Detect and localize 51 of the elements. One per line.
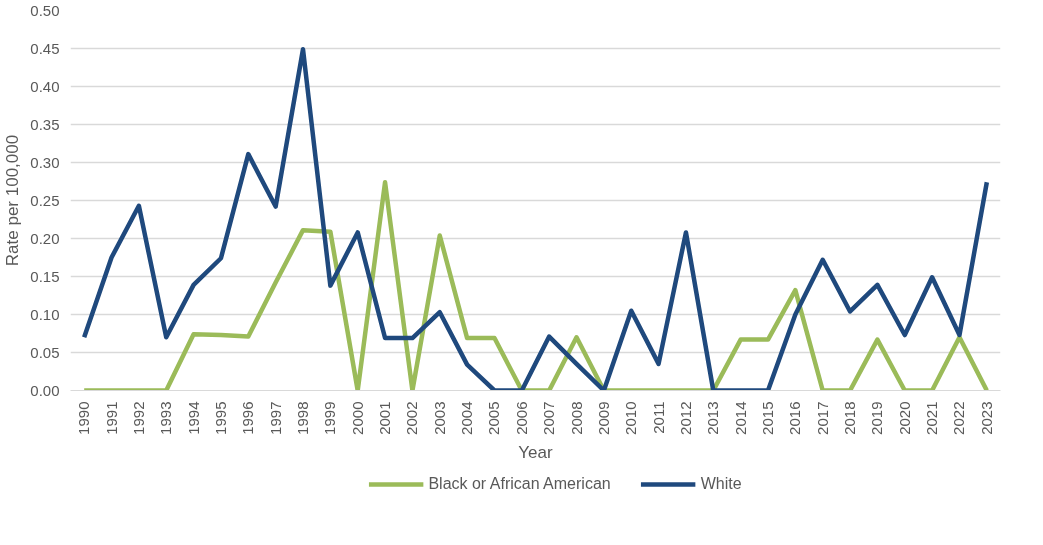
x-tick-label: 1999 bbox=[321, 401, 339, 435]
y-tick-label: 0.30 bbox=[30, 153, 60, 171]
x-tick-label: 2009 bbox=[594, 401, 612, 435]
x-tick-label: 2010 bbox=[622, 401, 640, 435]
x-tick-label: 2015 bbox=[759, 401, 776, 435]
x-tick-label: 2003 bbox=[430, 401, 448, 435]
x-tick-label: 2006 bbox=[512, 401, 530, 435]
x-tick-label: 2012 bbox=[676, 401, 694, 435]
line-series bbox=[81, 47, 990, 391]
y-axis-title: Rate per 100,000 bbox=[3, 134, 23, 267]
x-tick-label: 1995 bbox=[211, 401, 229, 435]
line-series bbox=[81, 180, 990, 391]
x-tick-label: 1998 bbox=[294, 401, 311, 435]
y-tick-label: 0.00 bbox=[30, 381, 60, 399]
y-tick-label: 0.45 bbox=[30, 39, 60, 57]
x-tick-label: 1991 bbox=[102, 401, 120, 435]
x-tick-label: 2001 bbox=[376, 401, 394, 435]
x-tick-label: 2008 bbox=[567, 401, 585, 435]
x-tick-label: 2007 bbox=[540, 401, 558, 435]
y-tick-label: 0.10 bbox=[30, 305, 60, 323]
x-tick-label: 2004 bbox=[458, 401, 476, 435]
x-tick-label: 2021 bbox=[923, 401, 941, 435]
x-tick-label: 2016 bbox=[786, 401, 804, 435]
y-tick-label: 0.05 bbox=[30, 343, 60, 361]
x-tick-label: 1992 bbox=[129, 401, 147, 435]
x-tick-label: 2023 bbox=[977, 401, 995, 435]
x-tick-label: 2017 bbox=[813, 401, 831, 435]
y-tick-label: 0.25 bbox=[30, 191, 60, 209]
y-tick-label: 0.40 bbox=[30, 77, 60, 95]
x-tick-label: 2020 bbox=[895, 401, 913, 435]
x-tick-label: 1996 bbox=[239, 401, 257, 435]
x-tick-label: 1993 bbox=[157, 401, 175, 435]
y-tick-label: 0.20 bbox=[30, 229, 60, 247]
x-tick-label: 2018 bbox=[841, 401, 859, 435]
y-tick-label: 0.35 bbox=[30, 115, 60, 133]
legend-label: White bbox=[700, 475, 742, 493]
x-tick-label: 1990 bbox=[75, 401, 93, 435]
x-tick-label: 1994 bbox=[184, 401, 202, 435]
x-axis-title: Year bbox=[518, 442, 554, 462]
x-tick-label: 1997 bbox=[266, 401, 284, 435]
y-tick-label: 0.15 bbox=[30, 267, 60, 285]
x-tick-label: 2014 bbox=[731, 401, 749, 435]
y-tick-label: 0.50 bbox=[30, 1, 60, 19]
legend-label: Black or African American bbox=[428, 475, 611, 493]
x-tick-label: 2000 bbox=[348, 401, 366, 435]
x-tick-label: 2002 bbox=[403, 401, 421, 435]
x-tick-label: 2011 bbox=[649, 401, 667, 434]
x-tick-label: 2019 bbox=[868, 401, 886, 435]
x-tick-label: 2013 bbox=[704, 401, 722, 435]
x-tick-label: 2022 bbox=[950, 401, 968, 435]
x-tick-label: 2005 bbox=[485, 401, 503, 435]
